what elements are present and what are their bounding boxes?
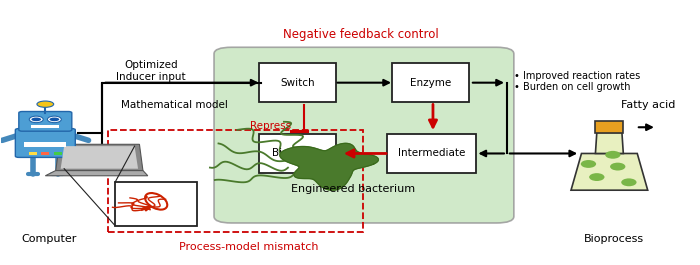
- Text: Fatty acid: Fatty acid: [620, 100, 675, 110]
- Bar: [115, 182, 197, 226]
- Bar: [54, 152, 62, 155]
- Polygon shape: [56, 144, 143, 170]
- Ellipse shape: [610, 163, 625, 170]
- Text: Repress: Repress: [250, 121, 290, 131]
- Ellipse shape: [606, 151, 620, 159]
- Circle shape: [32, 118, 41, 121]
- Ellipse shape: [581, 160, 596, 168]
- FancyBboxPatch shape: [387, 134, 476, 173]
- Ellipse shape: [29, 116, 43, 123]
- Polygon shape: [46, 170, 148, 176]
- Polygon shape: [571, 153, 648, 190]
- Bar: [29, 152, 37, 155]
- Text: Engineered bacterium: Engineered bacterium: [291, 184, 416, 194]
- Polygon shape: [596, 132, 623, 153]
- Ellipse shape: [621, 178, 636, 186]
- FancyBboxPatch shape: [214, 47, 514, 223]
- Text: Intermediate: Intermediate: [398, 148, 466, 158]
- Text: Enzyme: Enzyme: [410, 78, 451, 88]
- FancyBboxPatch shape: [260, 134, 336, 173]
- Circle shape: [50, 118, 60, 121]
- Text: • Improved reaction rates
• Burden on cell growth: • Improved reaction rates • Burden on ce…: [514, 71, 640, 92]
- Text: Mathematical model: Mathematical model: [121, 100, 228, 110]
- FancyBboxPatch shape: [19, 112, 72, 131]
- Ellipse shape: [48, 116, 62, 123]
- Text: Switch: Switch: [281, 78, 315, 88]
- Text: Negative feedback control: Negative feedback control: [283, 28, 438, 41]
- Bar: [32, 125, 60, 128]
- Text: Biosensor: Biosensor: [272, 148, 323, 158]
- FancyBboxPatch shape: [260, 63, 336, 102]
- Ellipse shape: [589, 173, 605, 181]
- Polygon shape: [280, 143, 378, 190]
- Text: Process-model mismatch: Process-model mismatch: [179, 242, 318, 251]
- Text: Computer: Computer: [21, 234, 76, 244]
- Circle shape: [37, 101, 54, 107]
- Bar: [25, 142, 66, 147]
- Bar: [596, 121, 623, 132]
- FancyBboxPatch shape: [392, 63, 468, 102]
- FancyBboxPatch shape: [15, 129, 76, 157]
- Text: Optimized
Inducer input: Optimized Inducer input: [116, 60, 186, 82]
- Polygon shape: [61, 146, 138, 169]
- Bar: [41, 152, 50, 155]
- Text: Bioprocess: Bioprocess: [584, 234, 643, 244]
